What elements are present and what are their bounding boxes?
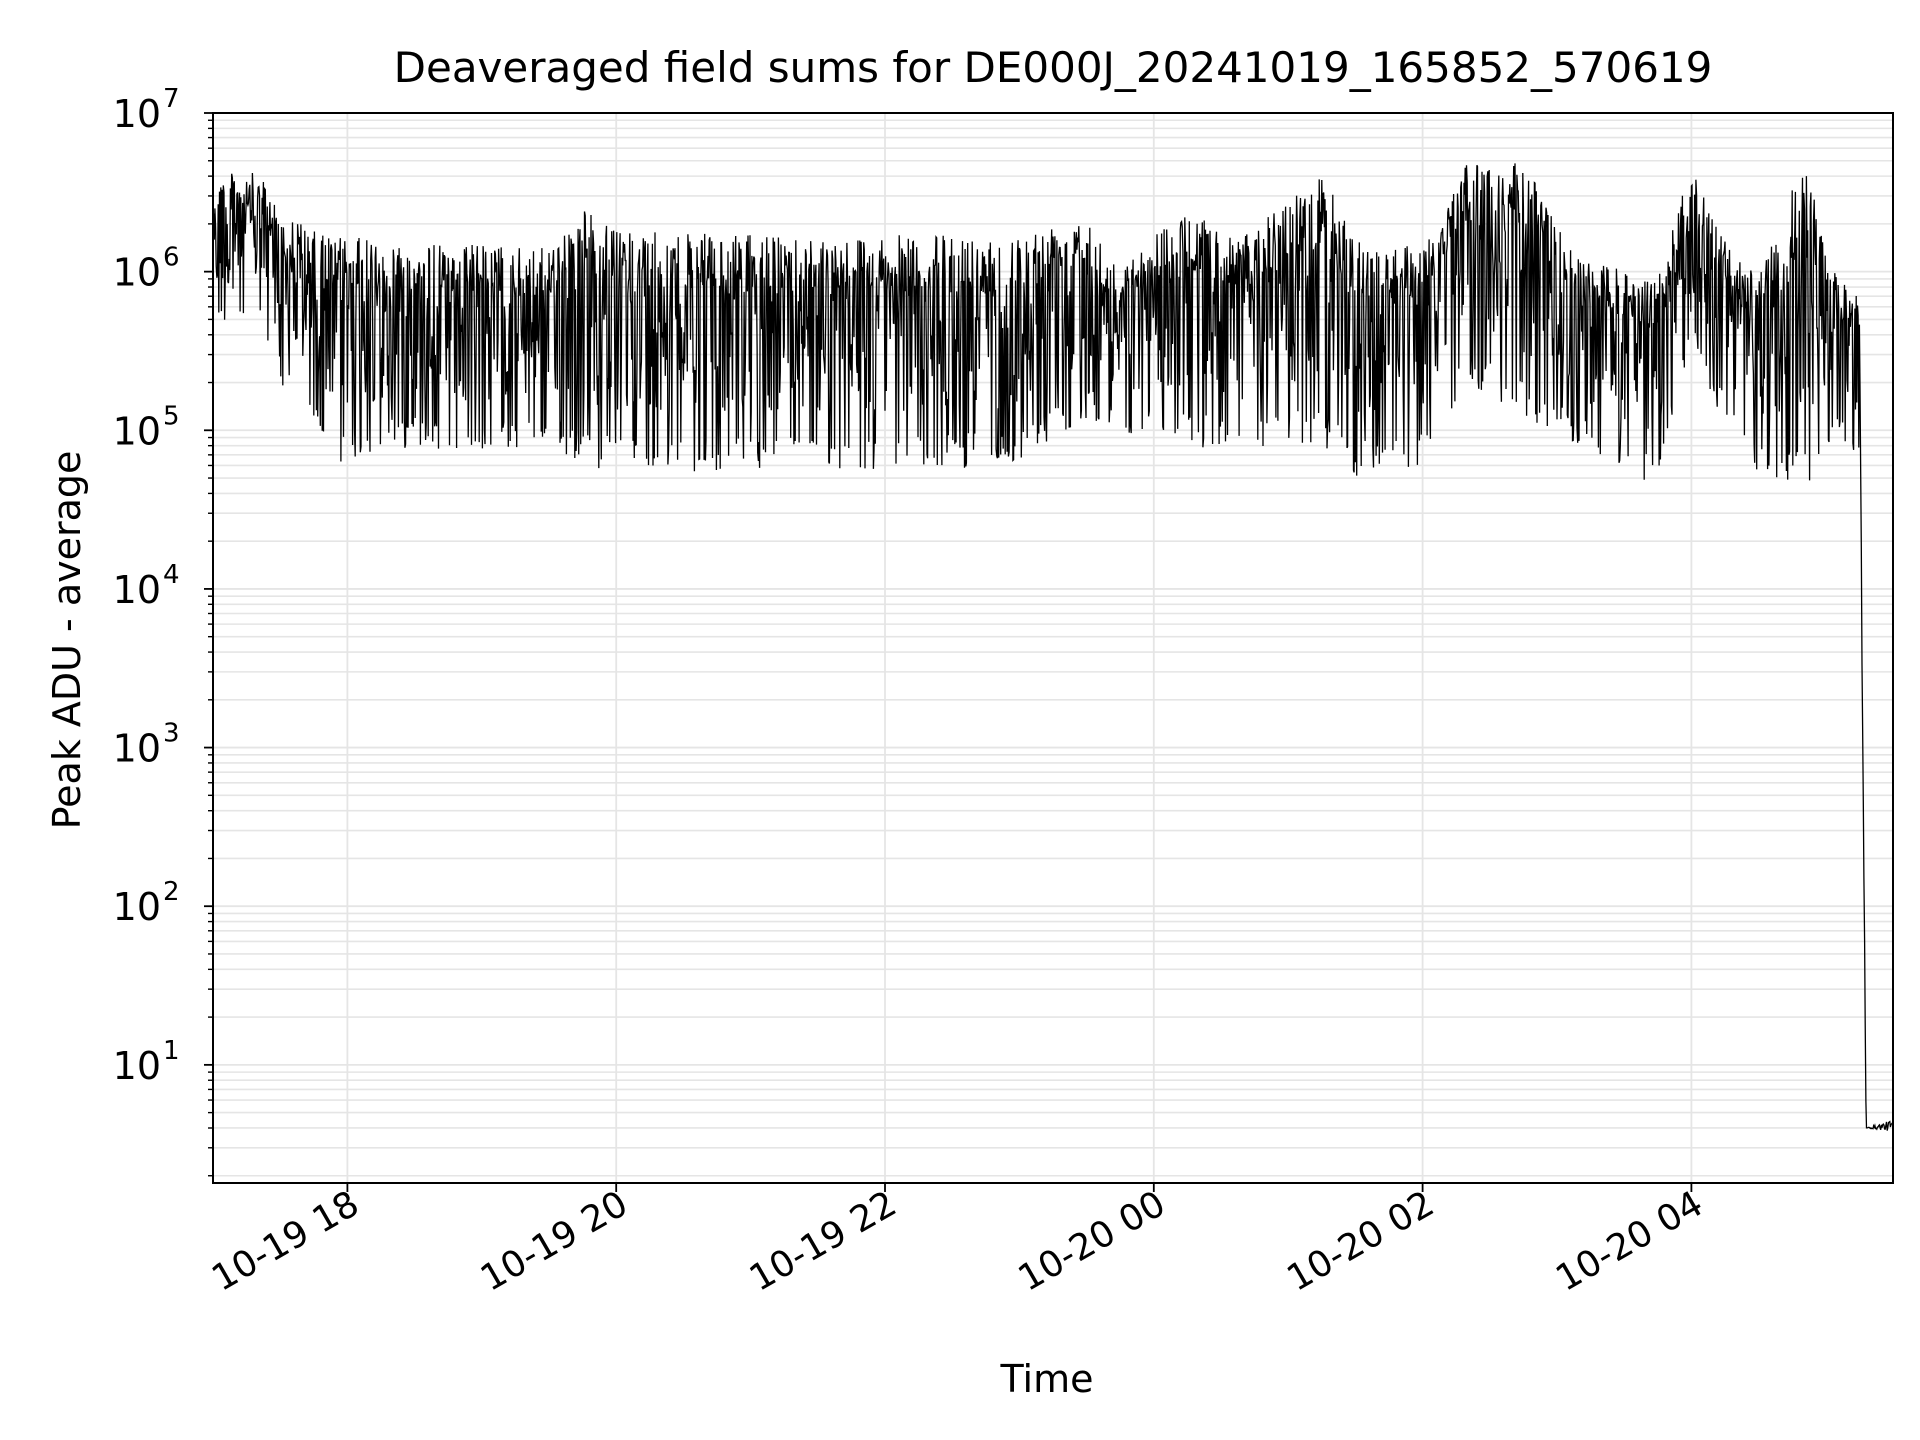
y-tick-label: 10: [113, 727, 161, 771]
y-axis-label: Peak ADU - average: [45, 451, 89, 830]
series-line: [212, 163, 1894, 1131]
y-tick-label: 10: [113, 568, 161, 612]
y-tick-label: 10: [113, 251, 161, 295]
y-tick-label-exponent: 6: [163, 243, 180, 273]
x-tick-label: 10-19 18: [205, 1183, 366, 1299]
y-tick-label-exponent: 7: [163, 84, 180, 114]
y-tick-label-exponent: 3: [163, 719, 180, 749]
y-tick-label-exponent: 5: [163, 401, 180, 431]
x-tick-label: 10-20 04: [1549, 1183, 1710, 1299]
x-axis-label: Time: [1000, 1357, 1094, 1401]
y-tick-label: 10: [113, 92, 161, 136]
x-tick-label: 10-19 22: [743, 1183, 904, 1299]
y-tick-label: 10: [113, 409, 161, 453]
data-series: [212, 163, 1894, 1131]
y-tick-label: 10: [113, 885, 161, 929]
chart-title: Deaveraged field sums for DE000J_2024101…: [394, 43, 1713, 92]
y-tick-label-exponent: 2: [163, 877, 180, 907]
y-tick-label-exponent: 1: [163, 1036, 180, 1066]
x-tick-label: 10-20 00: [1012, 1183, 1173, 1299]
x-tick-label: 10-20 02: [1280, 1183, 1441, 1299]
y-tick-label-exponent: 4: [163, 560, 180, 590]
y-tick-label: 10: [113, 1044, 161, 1088]
plot-frame: [212, 112, 1894, 1184]
grid: [213, 112, 1893, 1183]
x-tick-label: 10-19 20: [474, 1183, 635, 1299]
